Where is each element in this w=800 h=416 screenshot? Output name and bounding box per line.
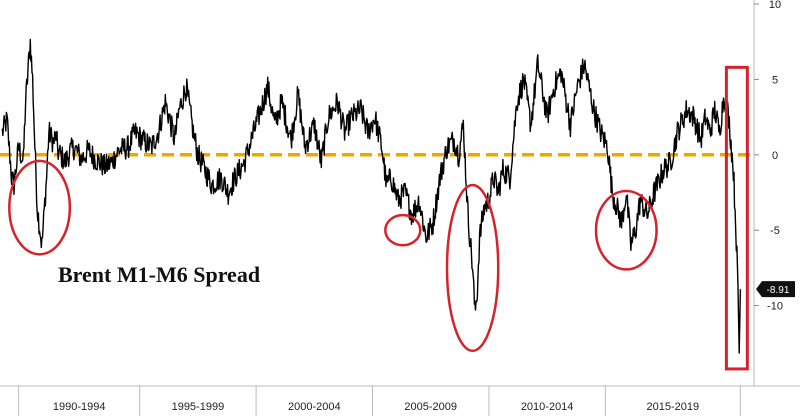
y-axis: 10 5 0 -5 -10 [753, 0, 783, 386]
series-layer [1, 38, 742, 354]
last-value-tag: -8.91 [756, 281, 795, 298]
y-tick-label: 10 [769, 0, 781, 11]
y-tick-label: 5 [772, 74, 778, 86]
last-value-label: -8.91 [767, 285, 790, 296]
annotation-layer [8, 65, 749, 371]
highlight-box [724, 65, 749, 371]
x-tick-label: 1995-1999 [172, 401, 225, 413]
last-value-tag-bg [756, 281, 795, 298]
series-line [1, 38, 742, 354]
highlight-ellipse [8, 159, 72, 256]
highlight-ellipse [384, 213, 422, 247]
highlight-ellipse [445, 183, 500, 353]
x-tick-label: 2010-2014 [521, 401, 574, 413]
y-tick-label: 0 [772, 150, 778, 162]
x-tick-label: 2000-2004 [288, 401, 341, 413]
x-tick-label: 2015-2019 [647, 401, 700, 413]
highlight-ellipse [594, 189, 658, 271]
x-tick-label: 1990-1994 [53, 401, 106, 413]
chart-title: Brent M1-M6 Spread [58, 262, 260, 287]
y-tick-label: -5 [770, 225, 780, 237]
x-axis-band: 1990-1994 1995-1999 2000-2004 2005-2009 2010… [0, 385, 800, 416]
x-tick-label: 2005-2009 [404, 401, 457, 413]
y-tick-label: -10 [767, 301, 783, 313]
